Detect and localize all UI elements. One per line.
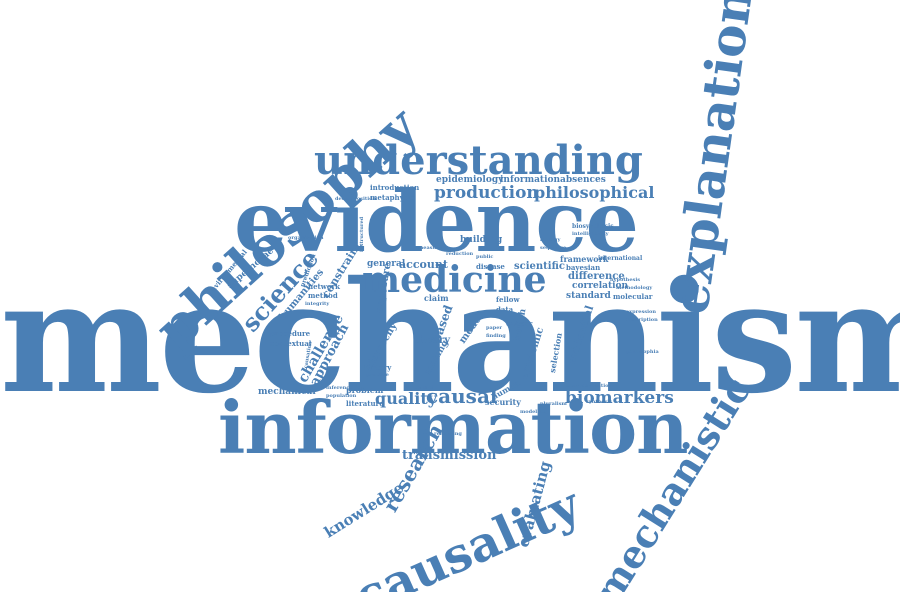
word-philosophical: philosophical — [534, 183, 655, 202]
word-standard: standard — [566, 291, 611, 301]
word-difference: difference — [568, 271, 625, 282]
word-biomarkers: biomarkers — [565, 388, 674, 408]
word-molecular: molecular — [613, 292, 653, 301]
word-causal: causal — [426, 384, 498, 408]
word-claim: claim — [424, 293, 449, 303]
word-production: production — [434, 183, 539, 203]
word-pluralism: pluralism — [540, 401, 567, 407]
word-description: description — [626, 317, 658, 323]
word-literature: literature — [346, 399, 384, 408]
word-epidemiology: epidemiology — [436, 175, 504, 185]
word-scientific: scientific — [514, 261, 565, 272]
word-medicine: medicine — [362, 259, 547, 301]
word-intelligibility: intelligibility — [572, 231, 609, 237]
word-data: data — [496, 305, 514, 314]
word-public: public — [476, 254, 494, 260]
word-paper: paper — [486, 325, 503, 331]
word-transmission: transmission — [402, 448, 497, 463]
word-contextual: contextual — [270, 339, 312, 348]
word-finding: finding — [486, 333, 506, 339]
word-metaphysic: metaphysic — [370, 193, 415, 202]
word-disease: disease — [476, 262, 505, 271]
word-control: control — [414, 385, 435, 391]
word-organisation: organisation — [288, 235, 324, 241]
word-cancer: cancer — [506, 319, 533, 328]
word-expression: expression — [626, 309, 656, 315]
word-network: network — [308, 282, 341, 291]
word-hypothesis: hypothesis — [610, 277, 641, 283]
word-problem: problem — [346, 385, 384, 395]
word-evidence: evidence — [234, 172, 639, 271]
word-theory: theory — [414, 335, 451, 346]
word-reduction: reduction — [446, 251, 474, 257]
word-synthesis: synthesis — [586, 399, 613, 405]
word-measure: measure — [418, 245, 442, 251]
word-biosynthesis: biosynthesis — [572, 223, 614, 230]
word-fellow: fellow — [496, 295, 520, 304]
word-mechanism: mechanism — [0, 248, 900, 428]
word-bayesian: bayesian — [566, 263, 601, 272]
word-philosophia: philosophia — [626, 349, 659, 355]
word-decomposition: decomposition — [335, 196, 377, 202]
word-informationabsences: informationabsences — [500, 175, 606, 185]
word-framework: framework — [560, 254, 609, 264]
word-integrity: integrity — [305, 301, 330, 307]
word-general: general — [367, 259, 406, 269]
word-history: history — [364, 363, 392, 372]
word-population: population — [326, 393, 357, 399]
word-procedure: procedure — [270, 329, 311, 338]
word-introduction: introduction — [370, 183, 420, 192]
word-international: international — [598, 255, 643, 262]
word-biology: biology — [540, 237, 561, 243]
word-security: security — [485, 397, 521, 407]
word-instructured: instructured — [359, 216, 365, 252]
word-inference: inference — [326, 385, 353, 391]
word-modelling: modelling — [520, 409, 549, 415]
word-practice: practice — [366, 372, 389, 378]
word-account: account — [399, 258, 448, 271]
word-information: information — [218, 385, 688, 470]
word-understanding: understanding — [314, 137, 643, 184]
word-building: building — [460, 235, 503, 245]
word-reasoning: reasoning — [434, 431, 462, 437]
word-method: method — [308, 291, 338, 300]
word-quality: quality — [375, 389, 438, 408]
word-characterisation: characterisation — [566, 383, 613, 389]
word-sequence: sequence — [540, 245, 567, 251]
word-methodology: methodology — [616, 285, 653, 291]
word-mechanical: mechanical — [258, 387, 316, 397]
word-correlation: correlation — [572, 281, 629, 291]
